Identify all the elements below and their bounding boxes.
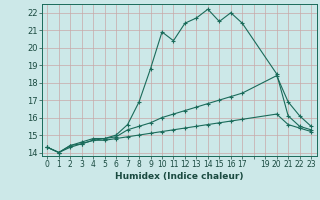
X-axis label: Humidex (Indice chaleur): Humidex (Indice chaleur) <box>115 172 244 181</box>
